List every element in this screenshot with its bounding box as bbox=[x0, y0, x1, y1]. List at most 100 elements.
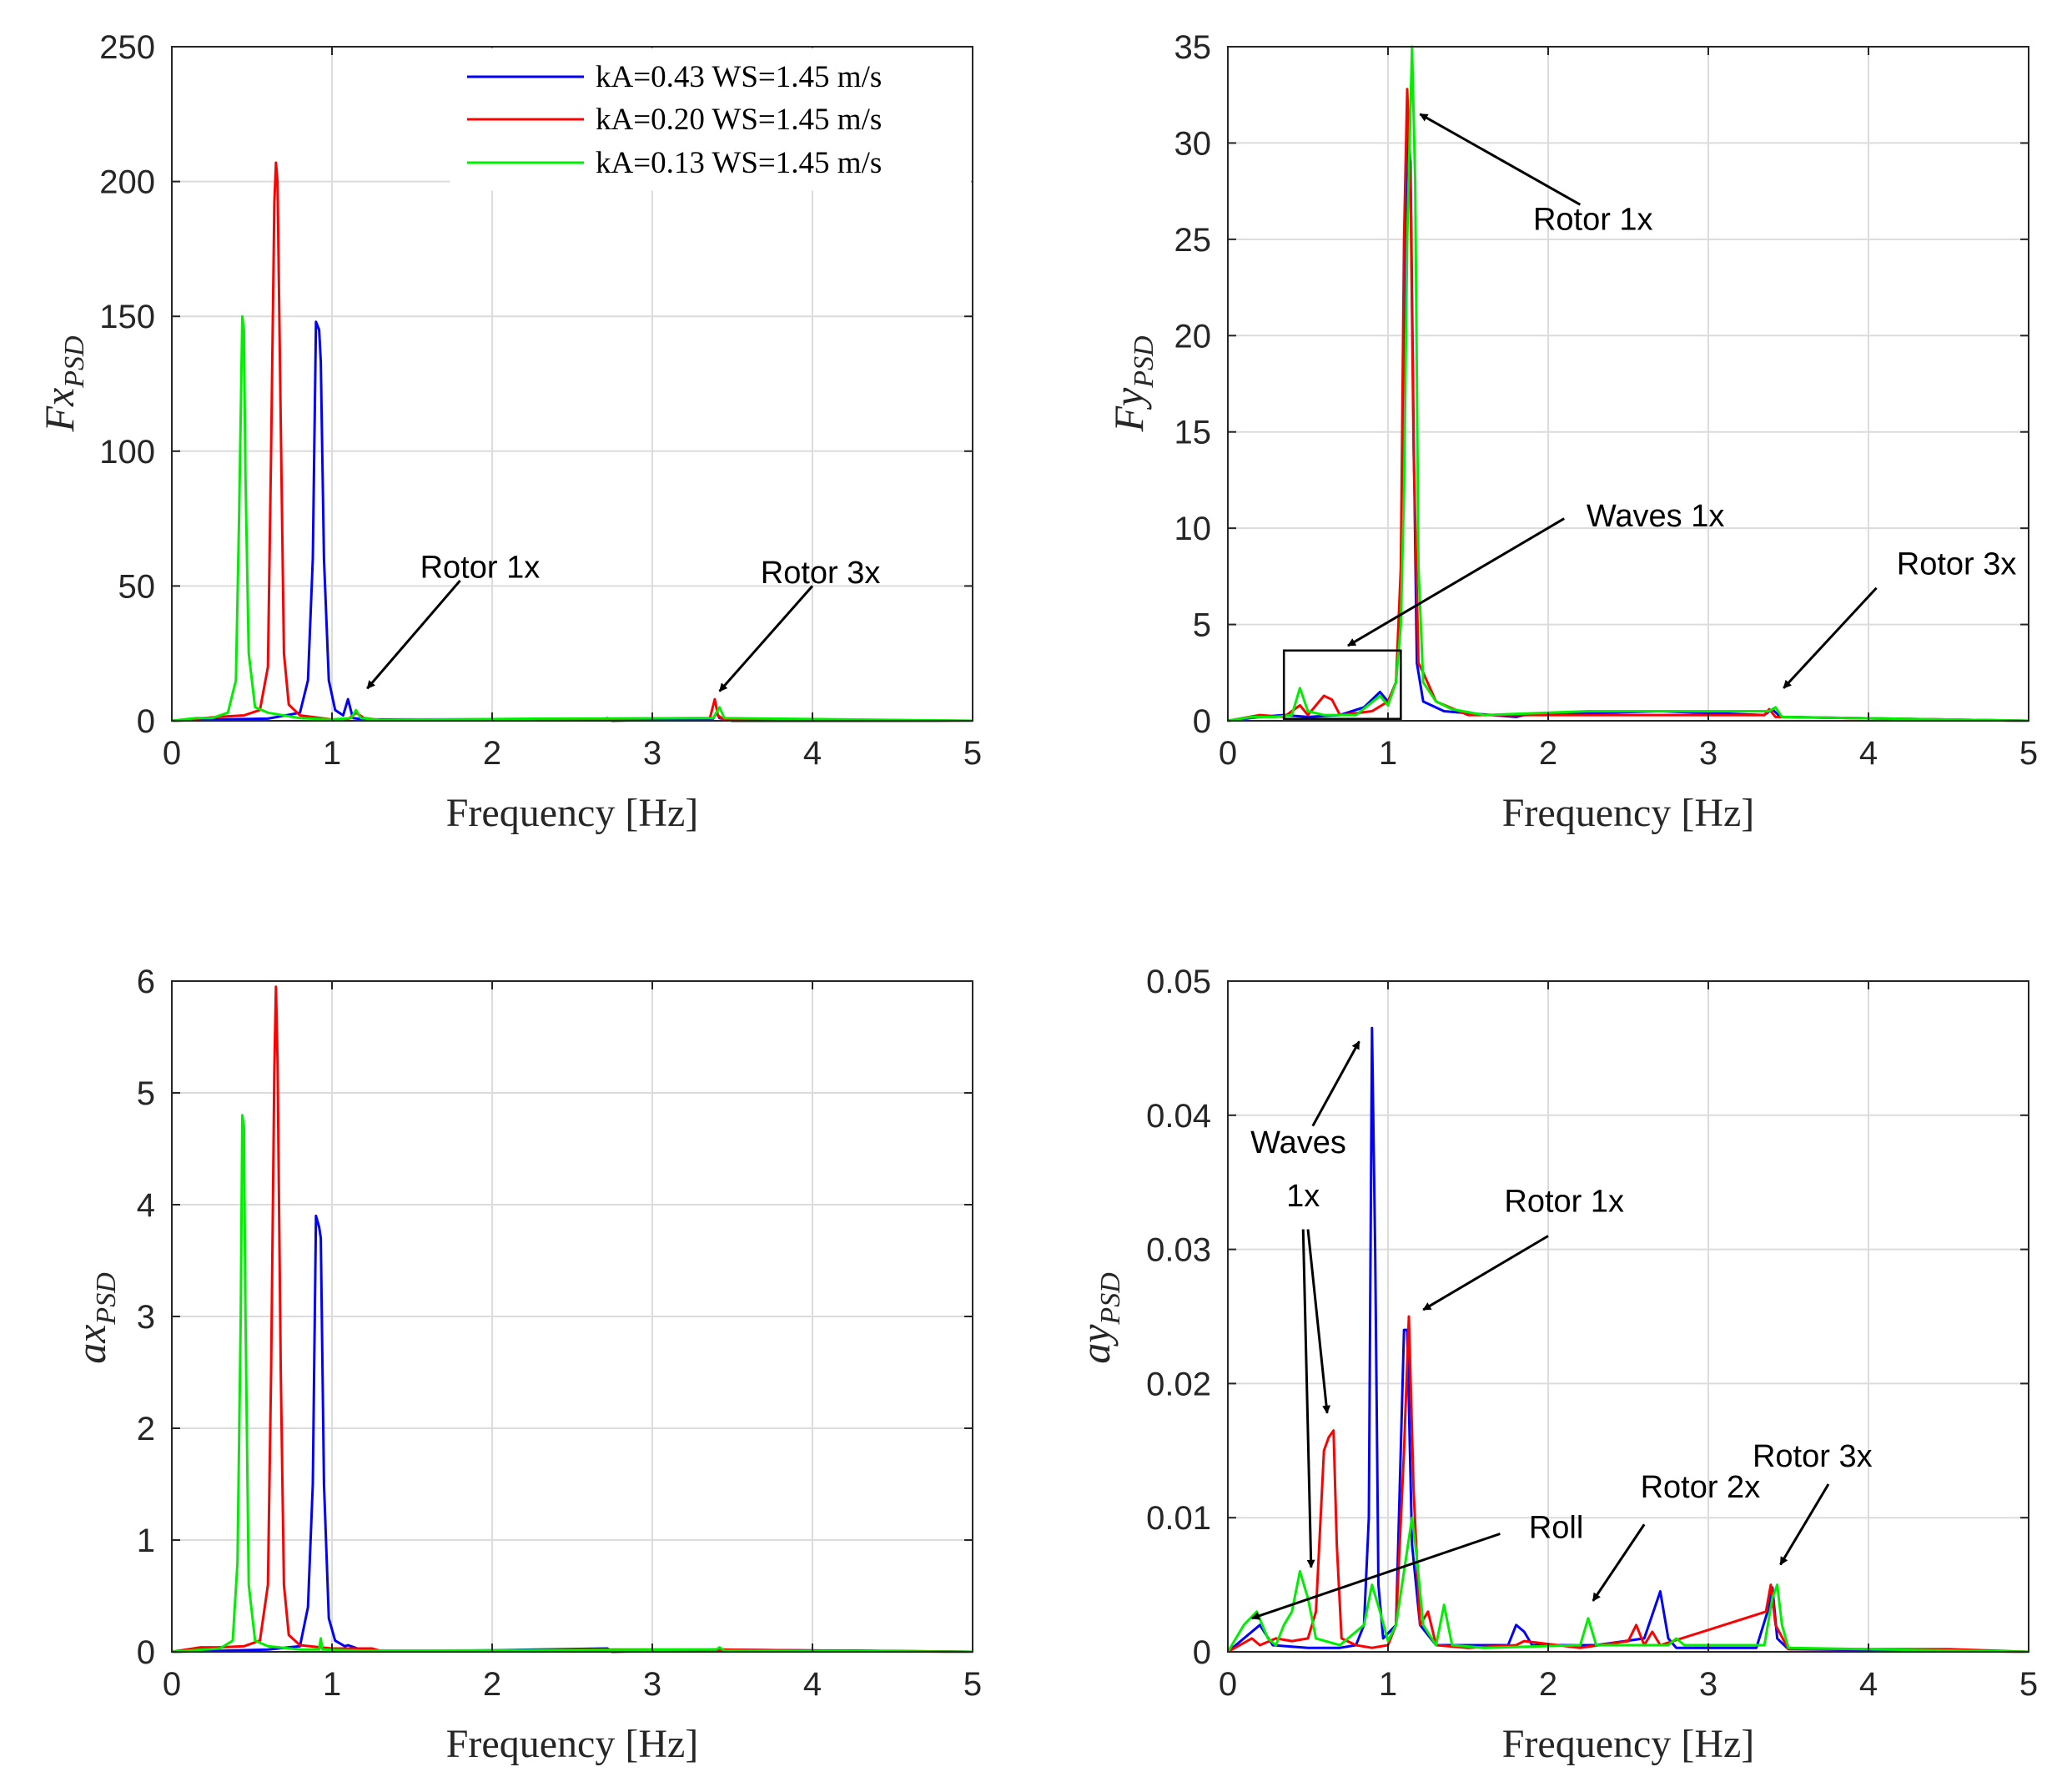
annotation-label: Rotor 3x bbox=[761, 556, 881, 591]
x-tick-label: 1 bbox=[1379, 735, 1397, 772]
annotation-label: Rotor 1x bbox=[1533, 202, 1653, 237]
annotations-fy: Rotor 1x Waves 1x Rotor 3x bbox=[1347, 113, 2016, 689]
grid-ay bbox=[1227, 980, 2029, 1653]
x-tick-label: 1 bbox=[1379, 1666, 1397, 1703]
y-tick-label: 10 bbox=[1174, 511, 1212, 547]
y-tick-label: 2 bbox=[137, 1411, 155, 1447]
annotation-label: 1x bbox=[1286, 1179, 1320, 1214]
legend: kA=0.43 WS=1.45 m/s kA=0.20 WS=1.45 m/s … bbox=[450, 48, 972, 191]
zoom-box-fy bbox=[1282, 649, 1402, 720]
x-tick-label: 0 bbox=[1219, 735, 1237, 772]
y-tick-label: 20 bbox=[1174, 318, 1212, 355]
annotation-arrow bbox=[366, 579, 461, 690]
x-axis-label-fy: Frequency [Hz] bbox=[1502, 791, 1755, 835]
annotation-label: Waves 1x bbox=[1587, 499, 1724, 534]
axes-box-ay bbox=[1227, 980, 2029, 1653]
y-tick-label: 0 bbox=[137, 703, 155, 740]
x-tick-label: 1 bbox=[323, 1666, 341, 1703]
y-tick-label: 0 bbox=[1193, 703, 1211, 740]
annotation-arrow bbox=[1250, 1533, 1501, 1620]
annotation-label: Rotor 1x bbox=[420, 551, 541, 586]
x-axis-label-fx: Frequency [Hz] bbox=[446, 791, 699, 835]
series-ay bbox=[1226, 1026, 2029, 1654]
y-tick-label: 0.05 bbox=[1146, 964, 1211, 1000]
annotation-arrow bbox=[1783, 586, 1878, 689]
chart-ax: 0 1 2 3 4 5 0 1 2 3 4 5 6 Frequency [Hz] axPSD bbox=[68, 964, 982, 1766]
y-tick-label: 15 bbox=[1174, 415, 1212, 451]
annotation-arrow bbox=[718, 585, 814, 692]
x-tick-label: 4 bbox=[803, 735, 822, 772]
y-tick-label: 35 bbox=[1174, 29, 1212, 66]
series-line-blue bbox=[171, 1214, 973, 1654]
annotation-arrow bbox=[1422, 1235, 1549, 1311]
y-tick-label: 30 bbox=[1174, 125, 1212, 162]
x-tick-label: 2 bbox=[1539, 1666, 1557, 1703]
annotation-label: Rotor 1x bbox=[1504, 1185, 1624, 1220]
x-tick-label: 4 bbox=[803, 1666, 822, 1703]
y-axis-label-fx: FxPSD bbox=[36, 335, 90, 433]
y-tick-label: 200 bbox=[99, 164, 155, 201]
y-tick-label: 5 bbox=[1193, 607, 1211, 644]
series-line-blue bbox=[1227, 1026, 2029, 1654]
x-tick-label: 2 bbox=[1539, 735, 1557, 772]
x-tick-label: 4 bbox=[1859, 735, 1878, 772]
annotation-label: Waves bbox=[1250, 1125, 1346, 1160]
y-tick-label: 4 bbox=[137, 1187, 155, 1224]
x-tick-label: 1 bbox=[323, 735, 341, 772]
annotation-arrow bbox=[1592, 1523, 1646, 1602]
legend-label: kA=0.13 WS=1.45 m/s bbox=[596, 146, 882, 180]
annotation-arrow bbox=[1347, 517, 1565, 647]
x-tick-label: 3 bbox=[1699, 735, 1717, 772]
x-tick-label: 4 bbox=[1859, 1666, 1878, 1703]
y-tick-label: 6 bbox=[137, 964, 155, 1000]
x-tick-label: 5 bbox=[2019, 1666, 2038, 1703]
series-line-green bbox=[171, 315, 973, 722]
x-tick-label: 0 bbox=[163, 1666, 181, 1703]
y-tick-label: 0.02 bbox=[1146, 1366, 1211, 1402]
ticks-ay: 0 1 2 3 4 5 0 0.01 0.02 0.03 0.04 0.05 bbox=[1146, 964, 2038, 1703]
y-tick-label: 0.04 bbox=[1146, 1098, 1211, 1135]
series-line-green bbox=[171, 1114, 973, 1654]
y-tick-label: 25 bbox=[1174, 222, 1212, 259]
grid-ax bbox=[171, 980, 973, 1653]
y-tick-label: 3 bbox=[137, 1299, 155, 1336]
series-line-red bbox=[171, 161, 973, 722]
series-line-red bbox=[1227, 88, 2029, 722]
annotation-label: Roll bbox=[1529, 1510, 1583, 1545]
annotation-arrow bbox=[1301, 1229, 1315, 1568]
x-tick-label: 2 bbox=[483, 1666, 501, 1703]
y-tick-label: 1 bbox=[137, 1523, 155, 1559]
y-tick-label: 0 bbox=[1193, 1634, 1211, 1671]
x-tick-label: 0 bbox=[163, 735, 181, 772]
series-line-green bbox=[1227, 45, 2029, 722]
annotation-arrow bbox=[1311, 1040, 1360, 1127]
x-tick-label: 5 bbox=[963, 1666, 982, 1703]
series-fx bbox=[171, 161, 973, 722]
y-tick-label: 5 bbox=[137, 1075, 155, 1112]
annotation-arrow bbox=[1779, 1483, 1830, 1566]
legend-label: kA=0.20 WS=1.45 m/s bbox=[596, 103, 882, 137]
ticks-ax: 0 1 2 3 4 5 0 1 2 3 4 5 6 bbox=[137, 964, 982, 1703]
y-axis-label-fy: FyPSD bbox=[1105, 335, 1159, 433]
series-fy bbox=[1227, 45, 2029, 722]
legend-label: kA=0.43 WS=1.45 m/s bbox=[596, 60, 882, 94]
x-axis-label-ay: Frequency [Hz] bbox=[1502, 1722, 1755, 1766]
axes-box-fx bbox=[171, 46, 973, 722]
y-axis-label-ax: axPSD bbox=[68, 1272, 122, 1364]
x-axis-label-ax: Frequency [Hz] bbox=[446, 1722, 699, 1766]
axes-box-fy bbox=[1227, 46, 2029, 722]
series-line-blue bbox=[171, 320, 973, 722]
y-axis-label-ay: ayPSD bbox=[1072, 1272, 1126, 1364]
y-tick-label: 50 bbox=[118, 568, 156, 605]
series-line-red bbox=[1227, 1315, 2029, 1654]
annotation-label: Rotor 2x bbox=[1641, 1470, 1761, 1505]
series-line-green bbox=[1226, 1516, 2029, 1654]
y-tick-label: 100 bbox=[99, 434, 155, 471]
x-tick-label: 3 bbox=[643, 1666, 661, 1703]
annotation-label: Rotor 3x bbox=[1753, 1439, 1873, 1474]
x-tick-label: 3 bbox=[1699, 1666, 1717, 1703]
